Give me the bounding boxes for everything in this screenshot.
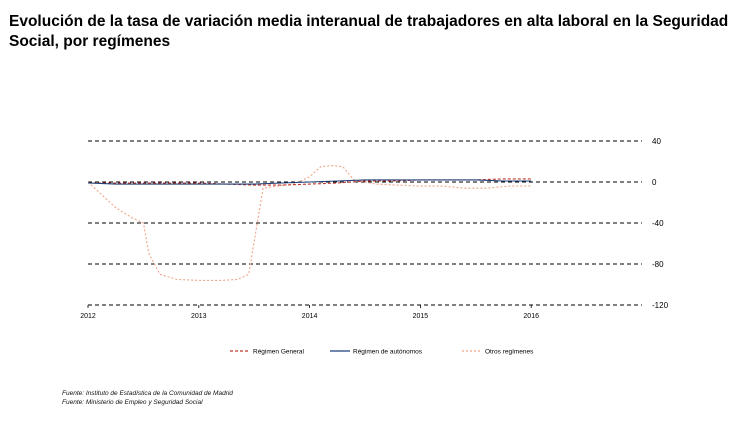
legend-label: Régimen de autónomos (353, 349, 423, 356)
x-tick-label: 2016 (523, 313, 539, 320)
y-tick-label: 40 (652, 137, 661, 146)
x-axis: 2012 2013 2014 2015 2016 (80, 305, 539, 320)
x-tick-label: 2013 (191, 313, 207, 320)
x-tick-label: 2012 (80, 313, 96, 320)
y-tick-label: -120 (652, 301, 669, 310)
x-tick-label: 2015 (413, 313, 429, 320)
series-line-1 (87, 179, 532, 185)
chart-title: Evolución de la tasa de variación media … (9, 13, 729, 50)
series-line-2 (87, 165, 532, 281)
legend: Régimen General Régimen de autónomos Otros… (230, 349, 534, 356)
legend-label: Otros regímenes (485, 349, 534, 356)
legend-label: Régimen General (253, 349, 304, 356)
x-tick-label: 2014 (302, 313, 318, 320)
series-lines (87, 165, 532, 281)
y-axis: 40 0 -40 -80 -120 (652, 137, 669, 310)
y-tick-label: -40 (652, 219, 664, 228)
series-line-0 (88, 178, 532, 186)
y-tick-label: -80 (652, 260, 664, 269)
source-note-1: Fuente: Instituto de Estadística de la C… (62, 390, 233, 397)
source-note-2: Fuente: Ministerio de Empleo y Seguridad… (62, 399, 203, 406)
y-tick-label: 0 (652, 178, 657, 187)
gridlines (88, 140, 642, 306)
